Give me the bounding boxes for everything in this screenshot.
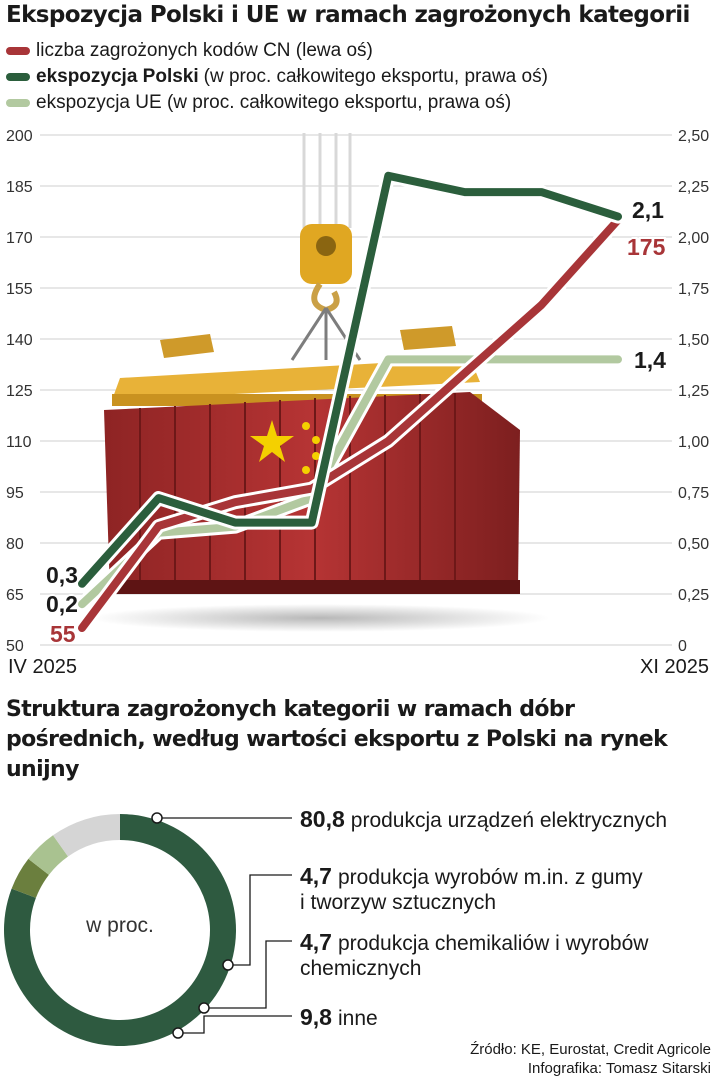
- donut-slice-chemicals: [28, 835, 69, 875]
- y-left-tick-label: 125: [6, 383, 33, 400]
- y-left-tick-label: 50: [6, 638, 24, 655]
- y-right-tick-label: 2,25: [678, 179, 709, 196]
- donut-slice-other: [53, 814, 120, 857]
- x-tick-label-end: XI 2025: [640, 656, 709, 678]
- donut-slices: [3, 814, 236, 1046]
- slice-label-other: 9,8 inne: [300, 1005, 378, 1031]
- y-right-tick-label: 1,75: [678, 281, 709, 298]
- series-end-label: 1,4: [634, 347, 666, 373]
- y-left-tick-label: 140: [6, 332, 33, 349]
- donut-chart: w proc.: [3, 814, 236, 1046]
- leader-dot-electrical: [151, 812, 163, 824]
- legend-item-cn-codes: liczba zagrożonych kodów CN (lewa oś): [6, 38, 548, 64]
- legend-item-poland: ekspozycja Polski (w proc. całkowitego e…: [6, 64, 548, 90]
- y-left-tick-label: 185: [6, 179, 33, 196]
- slice-text-rubber-line2: i tworzyw sztucznych: [300, 891, 497, 914]
- x-tick-label-start: IV 2025: [8, 656, 77, 678]
- leader-line-chemicals: [204, 940, 292, 1009]
- credit-note: Infografika: Tomasz Sitarski: [527, 1060, 711, 1077]
- donut-title: Struktura zagrożonych kategorii w ramach…: [6, 697, 668, 782]
- y-right-tick-label: 1,25: [678, 383, 709, 400]
- donut-slice-rubber: [11, 858, 49, 898]
- donut-center-label: w proc.: [85, 914, 154, 937]
- y-right-tick-label: 0,25: [678, 587, 709, 604]
- leader-dot-other: [172, 1027, 184, 1039]
- slice-label-rubber: 4,7 produkcja wyrobów m.in. z gumy i twor…: [300, 864, 643, 915]
- slice-label-electrical: 80,8 produkcja urządzeń elektrycznych: [300, 807, 667, 833]
- y-right-tick-label: 1,00: [678, 434, 709, 451]
- y-right-tick-label: 2,50: [678, 128, 709, 145]
- y-right-tick-label: 1,50: [678, 332, 709, 349]
- y-left-tick-label: 80: [6, 536, 24, 553]
- series-eu-line: [78, 355, 622, 609]
- chart-title: Ekspozycja Polski i UE w ramach zagrożon…: [6, 2, 690, 28]
- slice-text-electrical: produkcja urządzeń elektrycznych: [350, 809, 668, 832]
- source-note: Źródło: KE, Eurostat, Credit Agricole: [470, 1041, 711, 1058]
- series-poland-line: [78, 171, 622, 588]
- legend-swatch-eu: [6, 99, 30, 107]
- leader-line-rubber: [228, 874, 292, 966]
- series-cn-codes-line: [78, 216, 622, 632]
- slice-text-rubber-line1: produkcja wyrobów m.in. z gumy: [337, 866, 643, 889]
- slice-text-chemicals-line2: chemicznych: [300, 957, 422, 980]
- leader-dot-rubber: [222, 959, 234, 971]
- line-chart: 50 0 65 0,25 80 0,50 95 0,75 110 1,00 125 1,25 140 1,…: [6, 128, 709, 678]
- slice-value-chemicals: 4,7: [300, 929, 332, 955]
- y-left-tick-label: 110: [6, 434, 32, 451]
- series-layer: [75, 168, 625, 635]
- legend-label-poland-rest: (w proc. całkowitego eksportu, prawa oś): [203, 66, 548, 87]
- series-start-label: 55: [50, 621, 76, 647]
- legend-label-poland-bold: ekspozycja Polski: [36, 66, 199, 87]
- footer: Źródło: KE, Eurostat, Credit Agricole In…: [470, 1040, 711, 1078]
- slice-label-chemicals: 4,7 produkcja chemikaliów i wyrobów chemi…: [300, 930, 648, 981]
- y-left-tick-label: 95: [6, 485, 24, 502]
- y-left-tick-label: 155: [6, 281, 33, 298]
- slice-value-electrical: 80,8: [300, 806, 345, 832]
- legend-item-eu: ekspozycja UE (w proc. całkowitego ekspo…: [6, 90, 548, 116]
- y-right-tick-label: 2,00: [678, 230, 709, 247]
- slice-text-other: inne: [337, 1007, 378, 1030]
- slice-value-rubber: 4,7: [300, 863, 332, 889]
- series-end-label: 2,1: [632, 197, 664, 223]
- slice-text-chemicals-line1: produkcja chemikaliów i wyrobów: [337, 932, 649, 955]
- leader-lines: [151, 812, 292, 1039]
- slice-value-other: 9,8: [300, 1004, 332, 1030]
- y-right-tick-label: 0,75: [678, 485, 709, 502]
- series-start-label: 0,3: [46, 562, 78, 588]
- y-right-tick-label: 0: [678, 638, 687, 655]
- y-right-tick-label: 0,50: [678, 536, 709, 553]
- legend-swatch-poland: [6, 73, 30, 81]
- legend: liczba zagrożonych kodów CN (lewa oś) ek…: [6, 38, 548, 116]
- legend-label-cn-codes: liczba zagrożonych kodów CN (lewa oś): [36, 40, 373, 61]
- container-illustration: [90, 133, 550, 632]
- y-left-tick-label: 170: [6, 230, 33, 247]
- leader-dot-chemicals: [198, 1002, 210, 1014]
- legend-label-eu: ekspozycja UE (w proc. całkowitego ekspo…: [36, 92, 512, 113]
- y-left-tick-label: 65: [6, 587, 24, 604]
- series-start-label: 0,2: [46, 591, 78, 617]
- leader-line-other: [178, 1015, 292, 1034]
- legend-swatch-cn-codes: [6, 47, 30, 55]
- point-labels: 55 175 0,3 2,1 0,2 1,4: [44, 195, 668, 649]
- chart-axes: 50 0 65 0,25 80 0,50 95 0,75 110 1,00 125 1,25 140 1,…: [6, 128, 709, 678]
- y-left-tick-label: 200: [6, 128, 33, 145]
- series-end-label: 175: [627, 234, 666, 260]
